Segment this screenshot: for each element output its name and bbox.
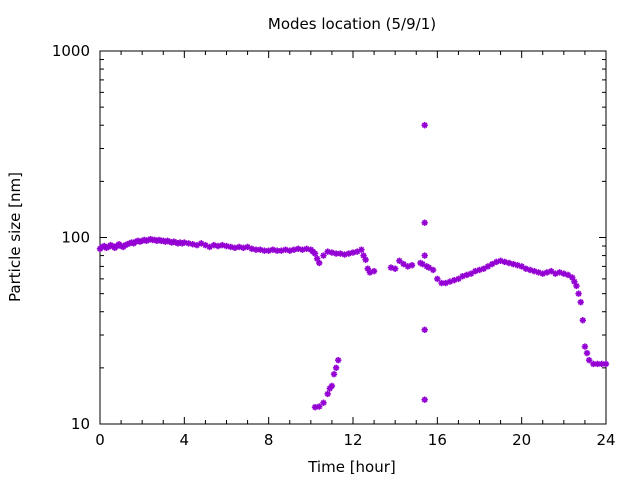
plot-frame — [99, 50, 607, 425]
x-tick-label: 4 — [180, 431, 190, 449]
y-tick-label: 10 — [71, 415, 90, 433]
data-point — [248, 245, 255, 252]
y-tick-label: 1000 — [52, 42, 90, 60]
data-point — [370, 267, 378, 275]
data-point — [181, 239, 188, 246]
data-point — [425, 264, 433, 271]
data-point — [421, 122, 428, 129]
data-point — [547, 267, 555, 275]
x-tick-label: 12 — [343, 431, 362, 449]
x-tick-label: 16 — [428, 431, 447, 449]
data-point — [581, 343, 589, 350]
data-point — [341, 251, 348, 258]
data-point — [332, 364, 340, 372]
x-tick-label: 8 — [264, 431, 274, 449]
data-point — [543, 269, 551, 276]
data-point — [316, 403, 323, 410]
data-point — [577, 298, 584, 306]
data-point — [421, 396, 428, 403]
data-point — [316, 259, 323, 267]
data-point — [335, 356, 342, 364]
data-point — [330, 370, 338, 378]
data-point — [421, 252, 428, 259]
data-point — [585, 356, 593, 364]
data-point — [328, 382, 336, 390]
data-point — [278, 247, 285, 254]
data-point — [467, 270, 475, 277]
data-point — [602, 360, 610, 368]
x-tick-label: 20 — [512, 431, 531, 449]
x-axis-label: Time [hour] — [307, 458, 396, 476]
y-tick-label: 100 — [61, 229, 90, 247]
data-point — [421, 219, 428, 226]
data-points — [96, 122, 610, 411]
axis-ticks — [99, 50, 607, 425]
chart-title: Modes location (5/9/1) — [268, 15, 436, 33]
data-point — [434, 275, 441, 283]
y-axis-label: Particle size [nm] — [6, 172, 24, 302]
data-point — [408, 262, 416, 269]
data-point — [273, 247, 281, 254]
data-point — [564, 271, 572, 279]
x-tick-label: 0 — [95, 431, 105, 449]
data-point — [480, 265, 487, 272]
data-point — [362, 256, 369, 263]
data-point — [391, 265, 399, 272]
data-point — [320, 252, 327, 259]
data-point — [311, 250, 319, 257]
data-point — [421, 326, 428, 333]
axis-tick-labels: 0 4 8 12 16 20 24 10 100 1000 — [52, 42, 616, 449]
data-point — [396, 257, 403, 265]
data-point — [573, 282, 580, 290]
data-point — [583, 349, 591, 357]
data-point — [324, 390, 331, 398]
data-point — [214, 242, 222, 250]
data-point — [575, 290, 582, 297]
data-point — [579, 317, 587, 324]
data-point — [189, 241, 196, 248]
data-point — [320, 399, 327, 406]
x-tick-label: 24 — [596, 431, 615, 449]
data-point — [429, 266, 437, 274]
data-point — [358, 246, 365, 253]
data-point — [455, 275, 462, 283]
